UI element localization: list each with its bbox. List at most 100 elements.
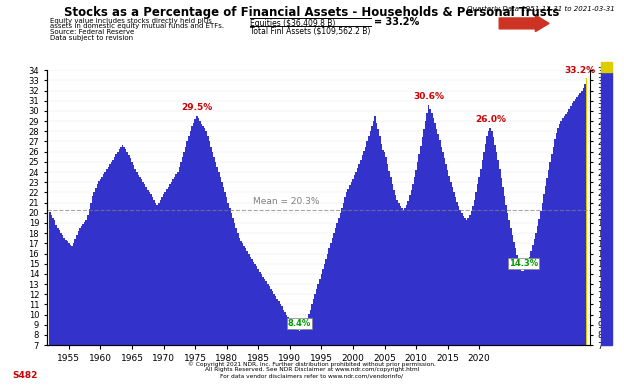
Bar [325,259,327,390]
Bar [355,172,357,390]
Bar [518,261,519,390]
Text: Mean = 20.3%: Mean = 20.3% [253,197,320,206]
Bar [268,286,270,390]
Bar [147,190,149,390]
Bar [104,172,106,390]
Bar [292,325,294,390]
Bar [530,252,532,390]
Bar [567,112,568,390]
Bar [175,174,177,390]
Text: S482: S482 [12,371,38,380]
Bar [519,266,521,390]
Bar [390,177,392,390]
Bar [464,218,466,390]
Bar [379,136,381,390]
Bar [112,160,114,390]
Bar [64,238,65,390]
Bar [392,184,393,390]
Bar [250,257,251,390]
Bar [324,264,325,390]
Text: Data subject to revision: Data subject to revision [50,35,133,41]
Bar [385,157,387,390]
Bar [255,264,256,390]
Bar [376,123,378,390]
Bar [398,202,399,390]
Bar [191,126,193,390]
Bar [581,90,583,390]
Bar [491,131,492,390]
Bar [404,208,406,390]
Bar [313,300,314,390]
Bar [85,220,87,390]
Bar [73,243,74,390]
Text: 29.5%: 29.5% [181,103,212,112]
Bar [115,154,117,390]
Bar [92,197,94,390]
Bar [110,162,112,390]
Bar [540,211,542,390]
Bar [134,169,136,390]
Bar [532,245,534,390]
Bar [452,187,453,390]
Bar [221,182,223,390]
Bar [185,147,187,390]
Bar [479,177,480,390]
Bar [387,164,389,390]
Bar [204,128,205,390]
Bar [90,202,92,390]
Bar [553,147,554,390]
Bar [163,195,164,390]
Bar [202,126,204,390]
Bar [225,192,226,390]
Bar [125,149,127,390]
Bar [573,101,575,390]
Bar [188,136,190,390]
Bar [349,185,351,390]
Bar [499,169,500,390]
Bar [578,95,580,390]
Bar [411,190,412,390]
Bar [543,195,545,390]
Bar [437,135,439,390]
Bar [395,195,396,390]
Bar [542,202,543,390]
Bar [529,257,530,390]
Bar [336,223,338,390]
Bar [124,147,125,390]
Bar [79,228,80,390]
Bar [246,252,248,390]
Bar [496,152,497,390]
Text: 8.4%: 8.4% [288,319,311,328]
Bar [308,314,310,390]
Bar [368,136,369,390]
Bar [190,131,191,390]
Bar [461,213,462,390]
Bar [136,172,137,390]
Bar [504,197,505,390]
Bar [494,145,496,390]
Bar [166,190,167,390]
Text: assets in domestic equity mutual funds and ETFs.: assets in domestic equity mutual funds a… [50,23,224,29]
Bar [577,97,578,390]
Bar [131,162,133,390]
Bar [480,169,482,390]
Bar [144,184,145,390]
Bar [441,147,442,390]
Bar [264,279,265,390]
Bar [500,178,502,390]
Bar [76,235,77,390]
Bar [507,213,509,390]
Bar [333,233,335,390]
Bar [548,170,550,390]
Bar [527,262,529,390]
Bar [295,329,297,390]
Bar [346,192,348,390]
Bar [524,269,526,390]
Bar [401,208,402,390]
Bar [199,121,201,390]
Bar [71,246,73,390]
Bar [521,271,523,390]
Bar [298,331,300,390]
Bar [275,296,276,390]
Bar [513,242,515,390]
